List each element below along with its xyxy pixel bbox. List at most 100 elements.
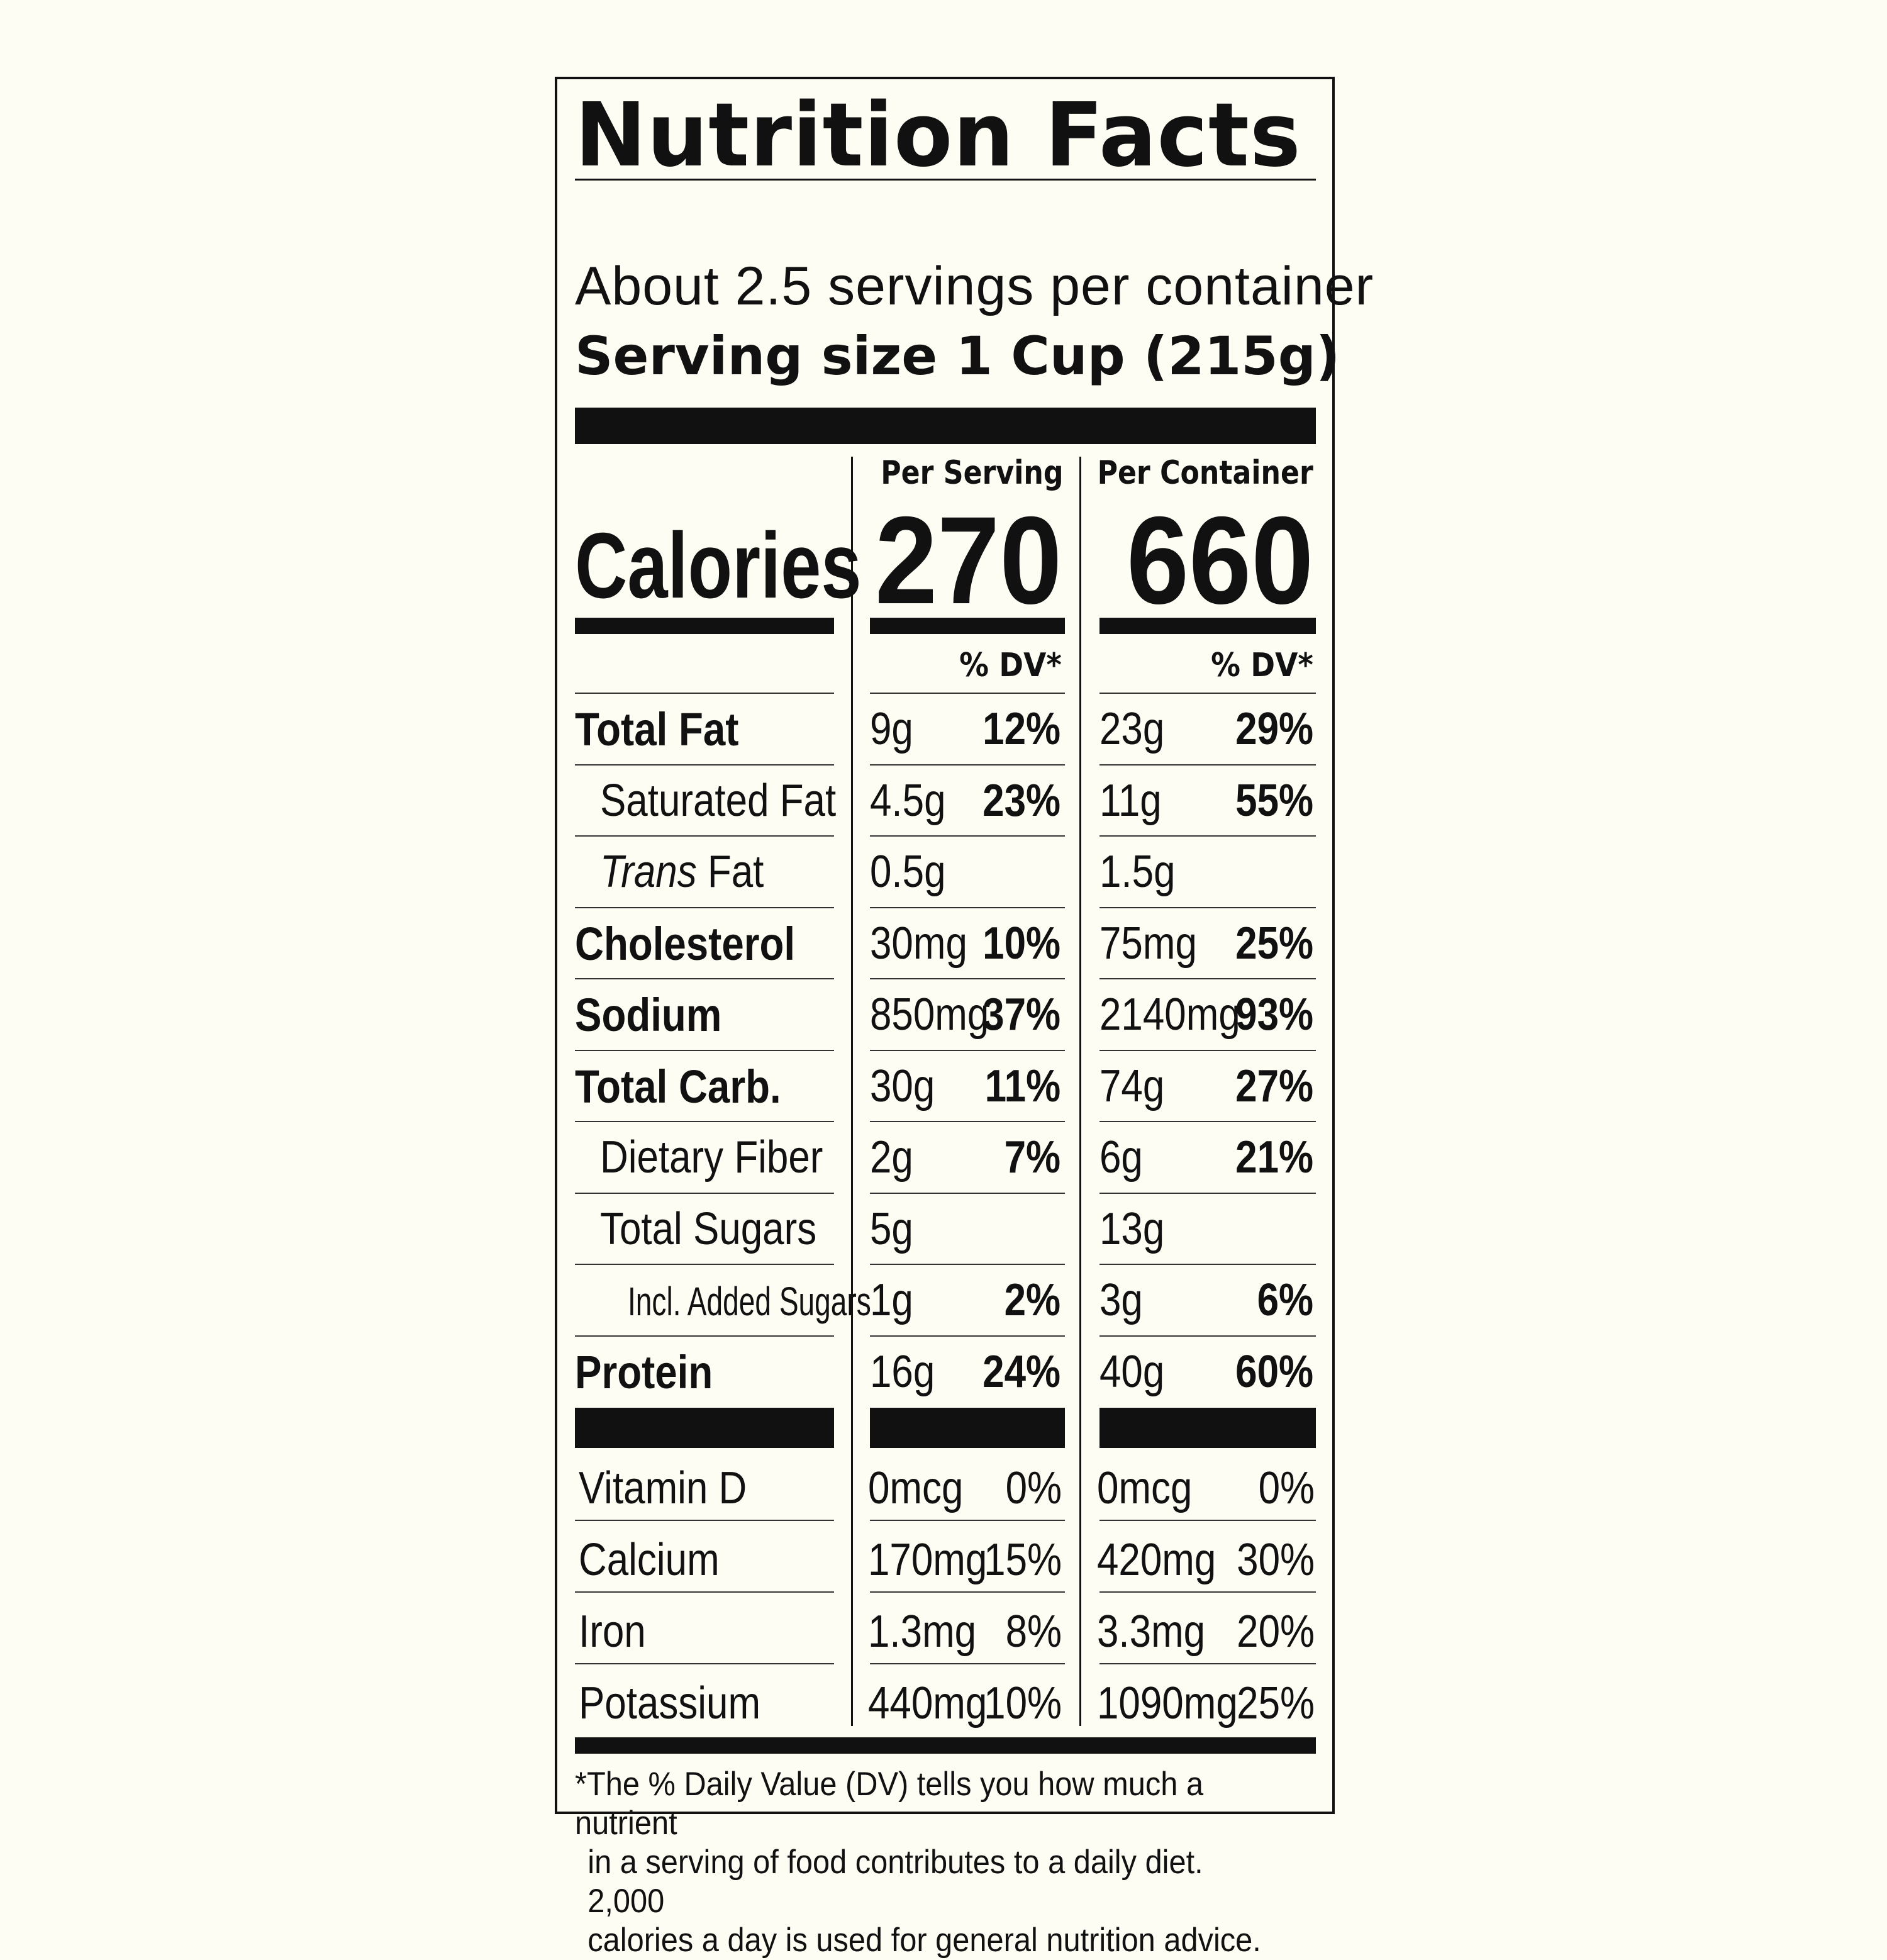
vitamin-label: Potassium [579, 1678, 761, 1729]
nutrient-label: Dietary Fiber [600, 1132, 823, 1183]
row-rule [575, 1591, 834, 1593]
nutrient-label: Saturated Fat [600, 775, 837, 826]
row-rule [1099, 1121, 1316, 1122]
serving-dv: 15% [984, 1535, 1062, 1585]
container-amount: 11g [1099, 775, 1162, 826]
row-rule [575, 693, 834, 694]
container-dv: 93% [1235, 989, 1313, 1040]
row-rule [870, 835, 1065, 837]
vitamin-label: Calcium [579, 1535, 720, 1585]
dv-header-serving: % DV* [959, 647, 1062, 684]
container-amount: 3.3mg [1097, 1606, 1206, 1657]
serving-amount: 850mg [870, 989, 989, 1040]
container-dv: 25% [1235, 918, 1313, 969]
row-rule [870, 693, 1065, 694]
nutrient-label: Incl. Added Sugars [628, 1279, 871, 1324]
serving-dv: 11% [984, 1061, 1060, 1111]
nutrient-label: Total Carb. [575, 1060, 781, 1113]
nutrient-label: Total Fat [575, 703, 739, 755]
row-rule [870, 1192, 1065, 1194]
vitamin-bar-serving [870, 1408, 1065, 1448]
serving-amount: 9g [870, 704, 913, 754]
row-rule [870, 906, 1065, 908]
container-dv: 30% [1237, 1535, 1315, 1585]
row-rule [1099, 693, 1316, 694]
row-rule [1099, 1591, 1316, 1593]
nutrition-facts-title: Nutrition Facts [575, 84, 1301, 187]
row-rule [575, 764, 834, 766]
row-rule [575, 1049, 834, 1051]
container-dv: 0% [1258, 1463, 1315, 1513]
serving-dv: 2% [1004, 1275, 1060, 1325]
row-rule [1099, 1520, 1316, 1521]
serving-dv: 8% [1005, 1606, 1062, 1657]
serving-amount: 30g [870, 1061, 935, 1111]
calories-bar-label [575, 618, 834, 634]
serving-dv: 24% [982, 1346, 1060, 1397]
row-rule [1099, 978, 1316, 979]
serving-dv: 0% [1005, 1463, 1062, 1513]
serving-amount: 5g [870, 1203, 913, 1254]
row-rule [575, 906, 834, 908]
calories-bar-container [1099, 618, 1316, 634]
row-rule [575, 1192, 834, 1194]
container-amount: 75mg [1099, 918, 1197, 969]
serving-dv: 23% [982, 775, 1060, 826]
calories-bar-serving [870, 618, 1065, 634]
serving-dv: 37% [982, 989, 1060, 1040]
calories-label: Calories [575, 514, 862, 618]
container-amount: 40g [1099, 1346, 1165, 1397]
container-amount: 13g [1099, 1203, 1165, 1254]
container-amount: 1.5g [1099, 847, 1176, 897]
row-rule [1099, 1192, 1316, 1194]
serving-dv: 10% [984, 1678, 1062, 1729]
container-dv: 20% [1237, 1606, 1315, 1657]
footnote-line-2: in a serving of food contributes to a da… [587, 1844, 1203, 1920]
calories-per-serving: 270 [874, 491, 1062, 630]
row-rule [1099, 764, 1316, 766]
row-rule [575, 1663, 834, 1664]
row-rule [1099, 1335, 1316, 1337]
row-rule [870, 1049, 1065, 1051]
container-dv: 29% [1235, 704, 1313, 754]
serving-dv: 7% [1004, 1132, 1060, 1183]
title-divider [575, 179, 1316, 181]
row-rule [870, 1121, 1065, 1122]
row-rule [575, 1264, 834, 1265]
row-rule [870, 978, 1065, 979]
row-rule [575, 978, 834, 979]
footnote-line-3: calories a day is used for general nutri… [587, 1922, 1261, 1959]
vitamin-label: Iron [579, 1606, 646, 1657]
serving-amount: 16g [870, 1346, 935, 1397]
nutrient-label: Trans Fat [600, 849, 764, 894]
container-dv: 6% [1257, 1275, 1313, 1325]
row-rule [870, 1663, 1065, 1664]
row-rule [575, 1520, 834, 1521]
row-rule [575, 835, 834, 837]
vitamin-bar-label [575, 1408, 834, 1448]
serving-dv: 12% [982, 704, 1060, 754]
container-dv: 55% [1235, 775, 1313, 826]
footnote-line-1: *The % Daily Value (DV) tells you how mu… [575, 1766, 1204, 1842]
serving-amount: 4.5g [870, 775, 946, 826]
serving-size: Serving size 1 Cup (215g) [575, 325, 1340, 387]
row-rule [1099, 1264, 1316, 1265]
serving-amount: 0mcg [868, 1463, 964, 1513]
container-amount: 6g [1099, 1132, 1143, 1183]
container-amount: 420mg [1097, 1535, 1216, 1585]
container-amount: 0mcg [1097, 1463, 1193, 1513]
row-rule [1099, 906, 1316, 908]
container-amount: 23g [1099, 704, 1165, 754]
container-amount: 1090mg [1097, 1678, 1238, 1729]
nutrient-label-italic: Trans [600, 847, 697, 897]
serving-amount: 2g [870, 1132, 913, 1183]
nutrient-label: Total Sugars [600, 1203, 817, 1254]
container-dv: 27% [1235, 1061, 1313, 1111]
row-rule [575, 1335, 834, 1337]
serving-amount: 30mg [870, 918, 967, 969]
nutrient-label: Cholesterol [575, 917, 796, 970]
vitamin-label: Vitamin D [579, 1463, 747, 1513]
thick-divider-top [575, 408, 1316, 444]
row-rule [870, 1591, 1065, 1593]
nutrient-label: Protein [575, 1345, 713, 1398]
